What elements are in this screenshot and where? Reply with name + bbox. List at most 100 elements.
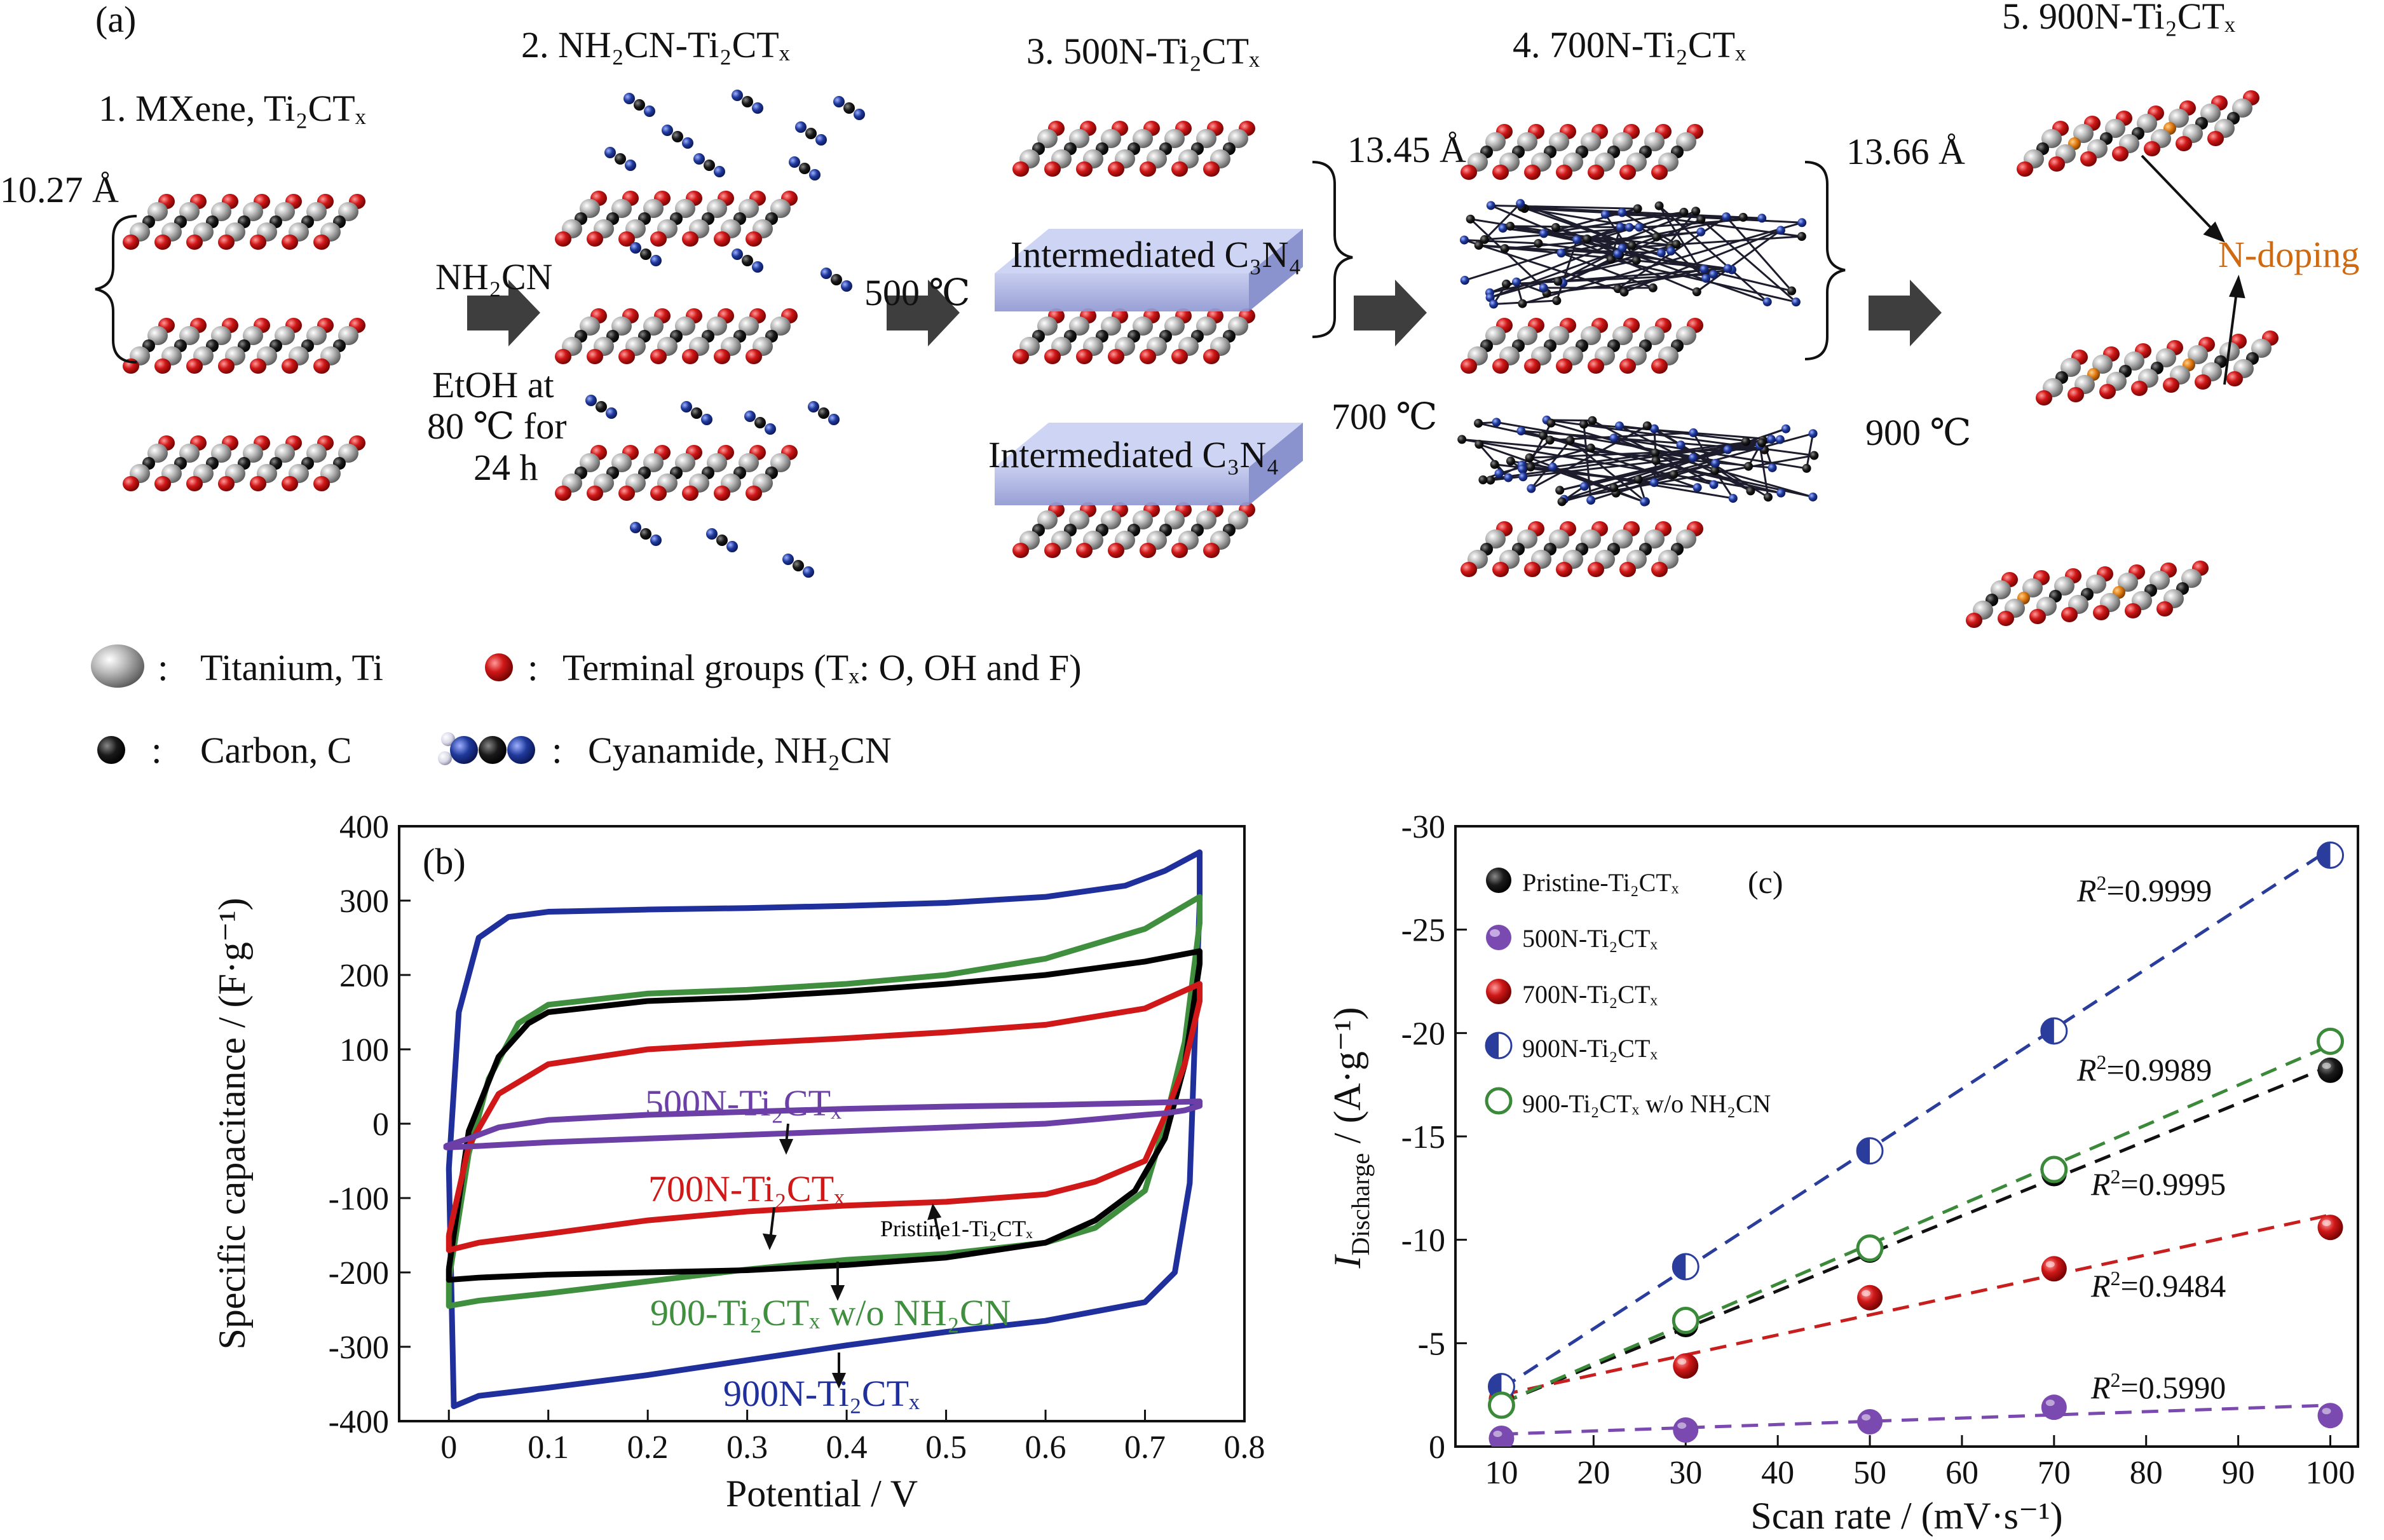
b-data-point	[1182, 1061, 1188, 1067]
b-data-point	[645, 1372, 651, 1378]
b-data-point	[545, 909, 551, 915]
r2-900-wo: R2=0.9989	[2076, 1051, 2212, 1087]
b-y-tick-label: 300	[339, 883, 389, 920]
b-data-point	[744, 1358, 750, 1363]
b-data-point	[515, 1021, 521, 1026]
b-data-point	[1162, 868, 1168, 874]
arrow-1-cond-2: 80 ℃ for	[427, 405, 567, 447]
b-data-point	[1197, 961, 1202, 967]
c-legend-item-500n: 500N-Ti₂CTₓ	[1486, 924, 1658, 953]
cyanamide-molecule	[585, 395, 617, 419]
c-legend-label: Pristine-Ti₂CTₓ	[1522, 868, 1679, 897]
step-3-title: 3. 500N-Ti₂CTₓ	[1026, 31, 1260, 72]
c-x-tick-label: 40	[1761, 1455, 1794, 1491]
c-data-point	[1856, 1234, 1884, 1262]
legend-carbon-label: Carbon, C	[200, 730, 351, 771]
cyanamide-molecule	[732, 90, 763, 114]
b-data-point	[645, 1270, 651, 1275]
c-data-point	[2041, 1256, 2067, 1282]
b-data-point	[1142, 1188, 1148, 1194]
b-annotation-arrows	[762, 1123, 942, 1389]
b-x-tick-label: 0.7	[1124, 1429, 1166, 1466]
titanium-sphere-icon	[91, 644, 144, 688]
c-data-point	[1672, 1307, 1699, 1335]
b-series-line	[446, 948, 1203, 1283]
b-data-point	[476, 1298, 482, 1304]
b-data-point	[446, 1303, 452, 1309]
c-legend-item-pristine: Pristine-Ti₂CTₓ	[1486, 868, 1679, 897]
c-fit-line	[1501, 847, 2331, 1391]
b-data-point	[744, 995, 750, 1000]
b-data-point	[446, 1277, 452, 1283]
b-y-tick-label: 100	[339, 1032, 389, 1068]
b-data-point	[456, 1009, 461, 1015]
b-data-point	[1043, 1192, 1049, 1197]
legend-carbon: : Carbon, C	[97, 729, 351, 771]
b-data-point	[1142, 1100, 1148, 1106]
c-x-tick-label: 100	[2306, 1455, 2355, 1491]
c-x-tick-label: 90	[2222, 1455, 2255, 1491]
n-doping-arrows	[2141, 154, 2245, 385]
process-arrows	[467, 280, 1942, 346]
b-y-tick-labels: -400 -300 -200 -100 0 100 200 300 400	[329, 809, 389, 1440]
b-y-tick-label: 0	[372, 1107, 389, 1143]
b-data-point	[545, 1140, 551, 1145]
b-data-point	[1187, 1180, 1192, 1186]
c-fit-line	[1501, 1213, 2331, 1397]
b-data-point	[844, 1106, 850, 1112]
panel-a-label: (a)	[95, 0, 136, 40]
c-data-point	[1487, 1391, 1515, 1419]
b-data-point	[526, 1021, 531, 1026]
c-x-tick-labels: 10 20 30 40 50 60 70 80 90 100	[1485, 1455, 2355, 1491]
b-y-axis-label: Specific capacitance / (F·g⁻¹)	[211, 898, 253, 1350]
c-legend-item-700n: 700N-Ti₂CTₓ	[1486, 979, 1658, 1009]
c-tick-marks	[1455, 825, 2332, 1448]
cyanamide-molecule	[630, 522, 662, 546]
mxene-layer-stacks	[123, 90, 2278, 628]
c-x-tick-label: 10	[1485, 1455, 1518, 1491]
c-y-tick-label: -30	[1401, 809, 1445, 845]
b-data-point	[844, 1128, 850, 1134]
b-data-point	[844, 1262, 850, 1268]
c-y-tick-label: -5	[1418, 1326, 1445, 1362]
b-data-point	[645, 991, 651, 997]
b-data-point	[744, 1040, 750, 1046]
arrow-1-reagent: NH₂CN	[435, 256, 553, 297]
legend-terminal: : Terminal groups (Tₓ: O, OH and F)	[485, 646, 1082, 688]
oxygen-sphere-icon	[485, 653, 513, 681]
b-data-point	[476, 1275, 482, 1281]
b-data-point	[496, 1124, 501, 1130]
c-y-tick-label: -10	[1401, 1223, 1445, 1259]
mxene-layer	[1461, 318, 1703, 374]
b-data-point	[1142, 1112, 1148, 1117]
c-r2-labels: R2=0.9999 R2=0.9989 R2=0.9995 R2=0.9484 …	[2076, 871, 2226, 1405]
b-x-tick-label: 0.1	[528, 1429, 569, 1466]
legend-cyanamide-label: Cyanamide, NH₂CN	[588, 730, 892, 771]
legend-sep: :	[528, 646, 538, 688]
c3n4-label-upper: Intermediated C₃N₄	[1011, 234, 1302, 275]
b-x-tick-label: 0.3	[726, 1429, 768, 1466]
c3n4-slab-upper	[995, 229, 1303, 311]
c-fit-line	[1501, 1403, 2331, 1436]
b-data-point	[1197, 894, 1202, 900]
b-data-point	[1142, 1005, 1148, 1011]
b-data-point	[1197, 1103, 1202, 1108]
b-data-point	[1043, 1240, 1049, 1246]
c-data-point	[2317, 1215, 2343, 1241]
panel-c-chart: 10 20 30 40 50 60 70 80 90 100 0 -5 -10 -15 -20 -25 -30…	[1326, 809, 2359, 1537]
b-data-point	[476, 1240, 482, 1246]
b-data-point	[545, 1290, 551, 1296]
c-data-point	[2317, 842, 2345, 869]
b-data-point	[1197, 998, 1202, 1004]
cyanamide-molecule	[795, 121, 827, 146]
b-data-point	[496, 1054, 501, 1060]
b-data-point	[1182, 1107, 1188, 1113]
b-data-point	[1197, 948, 1202, 954]
legend-sep: :	[552, 729, 562, 771]
panel-b-chart: 0 0.1 0.2 0.3 0.4 0.5 0.6 0.7 0.8 -400 -300 -200 -1…	[211, 809, 1265, 1515]
b-series-line	[446, 894, 1203, 1309]
b-data-point	[476, 935, 482, 941]
b-data-point	[476, 1393, 482, 1399]
b-data-point	[1043, 1121, 1049, 1126]
b-x-tick-label: 0.2	[627, 1429, 669, 1466]
